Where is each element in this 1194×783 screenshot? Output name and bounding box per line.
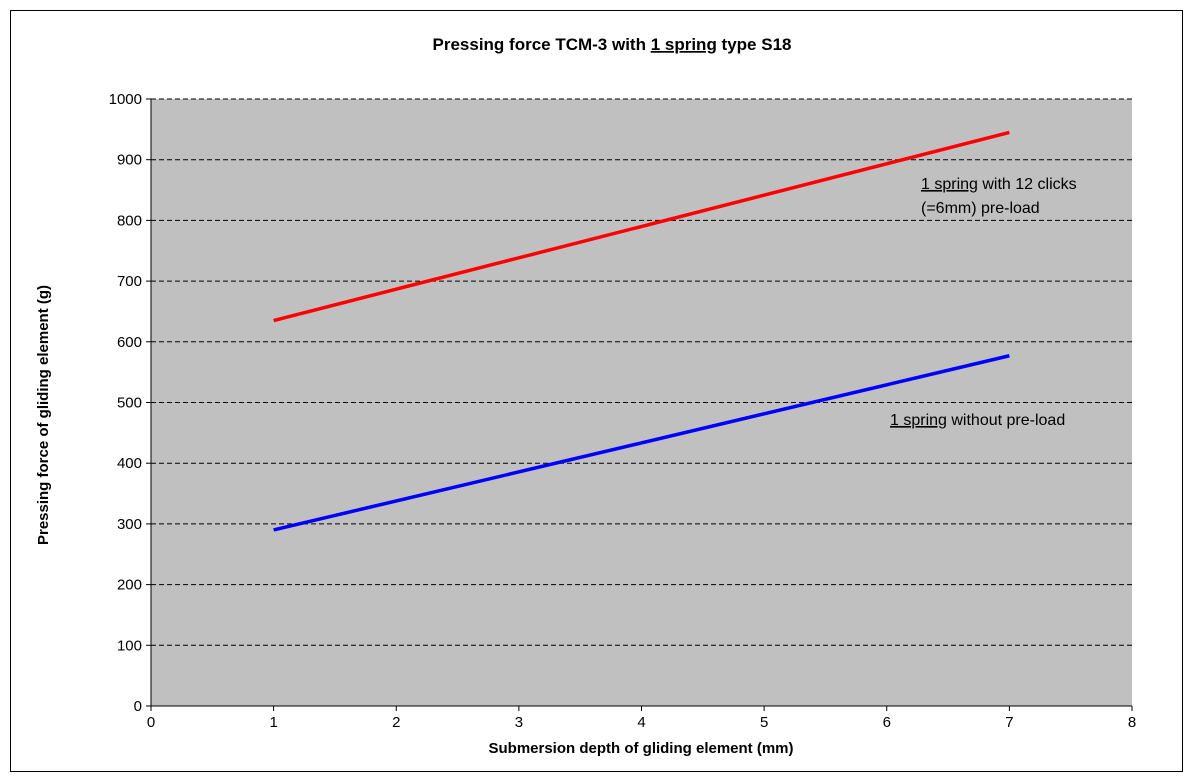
annotation-blue: 1 spring without pre-load xyxy=(890,412,1065,429)
y-tick-label-7: 700 xyxy=(117,273,142,290)
chart-svg: Pressing force TCM-3 with 1 spring type … xyxy=(35,35,1136,757)
x-axis-label: Submersion depth of gliding element (mm) xyxy=(488,740,793,757)
chart-title: Pressing force TCM-3 with 1 spring type … xyxy=(433,35,792,54)
grid-lines xyxy=(151,98,1132,646)
y-tick-labels: 0 100 200 300 400 500 600 700 800 900 1000 xyxy=(109,91,151,715)
x-tick-label-6: 6 xyxy=(883,714,891,731)
series-lines xyxy=(273,130,1010,532)
y-tick-label-1: 100 xyxy=(117,637,142,654)
x-tick-label-1: 1 xyxy=(269,714,277,731)
chart-title-underlined: 1 spring xyxy=(651,35,717,54)
x-tick-label-4: 4 xyxy=(637,714,645,731)
series-line-1 xyxy=(273,354,1010,532)
annotation-blue-text: without pre-load xyxy=(947,412,1065,429)
x-tick-label-2: 2 xyxy=(392,714,400,731)
x-tick-label-5: 5 xyxy=(760,714,768,731)
chart-title-suffix: type S18 xyxy=(717,35,792,54)
y-tick-label-9: 900 xyxy=(117,152,142,169)
y-tick-label-5: 500 xyxy=(117,395,142,412)
annotation-red: 1 spring with 12 clicks xyxy=(921,176,1077,193)
y-tick-label-2: 200 xyxy=(117,577,142,594)
y-tick-label-0: 0 xyxy=(134,698,142,715)
y-axis-label: Pressing force of gliding element (g) xyxy=(35,285,52,545)
annotation-red-underlined: 1 spring xyxy=(921,176,978,193)
chart-title-prefix: Pressing force TCM-3 with xyxy=(433,35,651,54)
y-tick-label-3: 300 xyxy=(117,516,142,533)
y-tick-label-6: 600 xyxy=(117,334,142,351)
y-tick-label-8: 800 xyxy=(117,212,142,229)
x-tick-labels: 0 1 2 3 4 5 6 7 8 xyxy=(147,706,1136,731)
annotation-red-line2: (=6mm) pre-load xyxy=(921,200,1040,217)
x-tick-label-8: 8 xyxy=(1128,714,1136,731)
x-tick-label-7: 7 xyxy=(1005,714,1013,731)
chart-frame: Pressing force TCM-3 with 1 spring type … xyxy=(10,10,1183,772)
x-tick-label-3: 3 xyxy=(515,714,523,731)
annotation-red-text: with 12 clicks xyxy=(978,176,1077,193)
series-line-0 xyxy=(273,130,1010,323)
y-tick-label-4: 400 xyxy=(117,455,142,472)
annotation-blue-underlined: 1 spring xyxy=(890,412,947,429)
x-tick-label-0: 0 xyxy=(147,714,155,731)
y-tick-label-10: 1000 xyxy=(109,91,142,108)
